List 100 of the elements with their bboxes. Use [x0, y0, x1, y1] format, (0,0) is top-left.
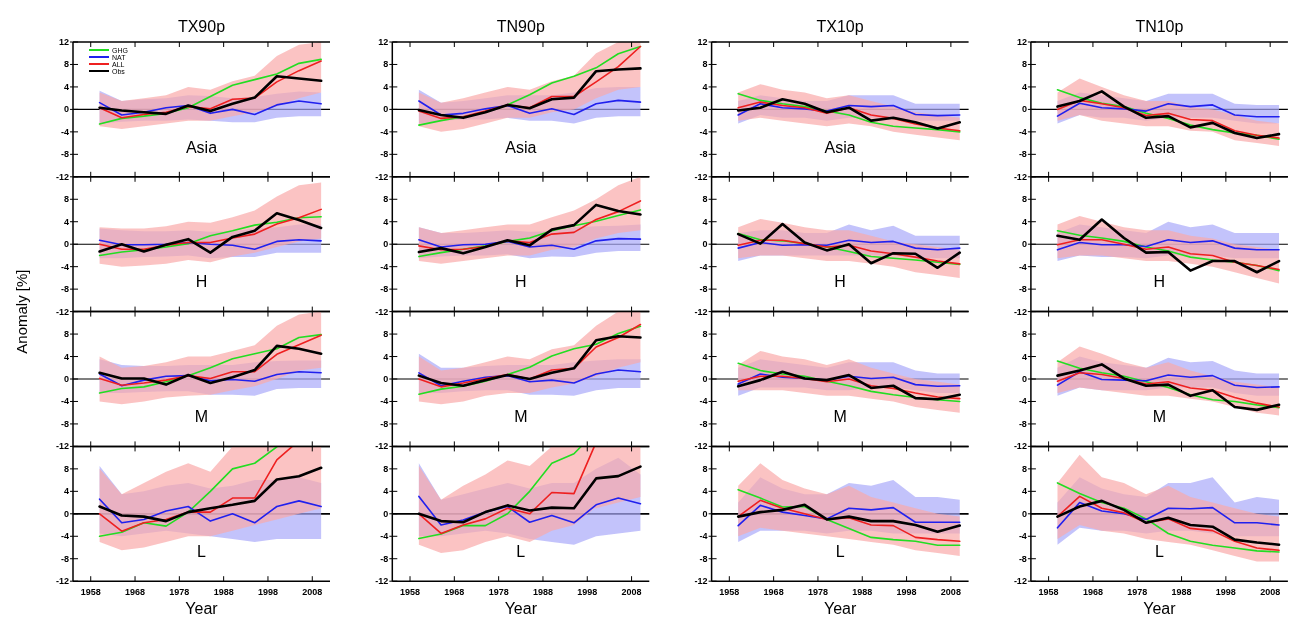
y-tick-label: -4 — [60, 531, 69, 542]
y-tick-label: 4 — [1021, 351, 1027, 362]
x-tick-label: 2008 — [302, 587, 323, 598]
y-tick-label: -4 — [1018, 126, 1027, 137]
y-tick-label: 4 — [702, 486, 708, 497]
y-tick-label: 0 — [383, 508, 389, 519]
y-tick-label: 4 — [383, 216, 389, 227]
y-tick-label: 8 — [383, 329, 389, 340]
y-tick-label: -12 — [1013, 441, 1027, 452]
y-tick-label: -12 — [694, 171, 708, 182]
x-tick-label: 1968 — [1082, 587, 1103, 598]
y-tick-label: 8 — [1021, 463, 1027, 474]
chart-title: TX10p — [816, 18, 864, 35]
x-tick-label: 1968 — [125, 587, 146, 598]
y-tick-label: 4 — [383, 81, 389, 92]
y-tick-label: -4 — [699, 261, 708, 272]
y-tick-label: -8 — [60, 284, 69, 295]
y-tick-label: -12 — [1013, 576, 1027, 587]
annotation: L — [197, 542, 207, 560]
x-tick-label: 1968 — [763, 587, 784, 598]
y-tick-label: -4 — [60, 261, 69, 272]
y-tick-label: -8 — [380, 284, 389, 295]
y-tick-label: -12 — [1013, 306, 1027, 317]
y-tick-label: 0 — [63, 239, 69, 250]
y-tick-label: 8 — [702, 329, 708, 340]
y-tick-label: 4 — [702, 81, 708, 92]
annotation: L — [516, 542, 526, 560]
y-tick-label: -12 — [694, 576, 708, 587]
y-tick-label: -12 — [694, 306, 708, 317]
y-tick-label: -12 — [694, 441, 708, 452]
annotation: M — [1152, 408, 1167, 426]
y-tick-label: 0 — [702, 374, 708, 384]
y-tick-label: 4 — [63, 216, 69, 227]
x-tick-label: 1978 — [807, 587, 828, 598]
chart-title: TX90p — [177, 18, 226, 35]
x-axis-title: Year — [185, 600, 219, 618]
annotation: M — [514, 408, 528, 426]
y-tick-label: -8 — [1018, 284, 1027, 295]
y-tick-label: 0 — [702, 239, 708, 250]
y-tick-label: 4 — [1021, 216, 1027, 227]
y-tick-label: -8 — [60, 149, 69, 160]
y-tick-label: -12 — [55, 171, 69, 182]
annotation: Asia — [1143, 138, 1176, 156]
y-tick-label: 0 — [1021, 374, 1027, 384]
x-tick-label: 1978 — [169, 587, 190, 598]
y-tick-label: -4 — [380, 531, 389, 542]
x-axis-title: Year — [1143, 600, 1177, 618]
annotation: H — [834, 273, 846, 291]
x-axis-title: Year — [504, 600, 538, 618]
y-tick-label: 0 — [702, 104, 708, 115]
annotation: M — [194, 408, 209, 426]
y-tick-label: 8 — [63, 463, 69, 474]
y-tick-label: -8 — [380, 149, 389, 160]
x-axis-title: Year — [823, 600, 857, 618]
y-tick-label: 8 — [63, 59, 69, 70]
y-tick-label: 12 — [378, 37, 389, 47]
y-tick-label: 0 — [63, 104, 69, 115]
y-tick-label: 0 — [702, 508, 708, 519]
y-tick-label: -4 — [60, 126, 69, 137]
y-tick-label: -4 — [380, 126, 389, 137]
y-tick-label: 0 — [383, 104, 389, 115]
y-tick-label: 0 — [1021, 104, 1027, 115]
x-tick-label: 1968 — [444, 587, 465, 598]
x-tick-label: 1978 — [1127, 587, 1148, 598]
y-tick-label: 0 — [383, 239, 389, 250]
y-tick-label: -12 — [55, 306, 69, 317]
y-axis-title: Anomaly [%] — [13, 269, 30, 354]
y-tick-label: -8 — [380, 553, 389, 564]
x-tick-label: 1998 — [896, 587, 917, 598]
annotation: M — [833, 408, 847, 426]
y-tick-label: 8 — [383, 463, 389, 474]
y-tick-label: -12 — [375, 171, 389, 182]
annotation: L — [1154, 542, 1164, 560]
annotation: L — [835, 542, 845, 560]
y-tick-label: -4 — [699, 126, 708, 137]
y-tick-label: -12 — [375, 441, 389, 452]
y-tick-label: 8 — [702, 194, 708, 205]
y-tick-label: 4 — [1021, 486, 1027, 497]
y-tick-label: 4 — [702, 216, 708, 227]
x-tick-label: 1988 — [1171, 587, 1192, 598]
y-tick-label: 0 — [1021, 508, 1027, 519]
x-tick-label: 1998 — [577, 587, 598, 598]
x-tick-label: 1958 — [719, 587, 740, 598]
y-tick-label: 0 — [63, 508, 69, 519]
x-tick-label: 1958 — [80, 587, 101, 598]
annotation: H — [195, 273, 208, 291]
y-tick-label: 8 — [63, 329, 69, 340]
y-tick-label: -8 — [60, 553, 69, 564]
y-tick-label: -4 — [699, 531, 708, 542]
y-tick-label: 12 — [58, 37, 69, 47]
y-tick-label: -4 — [60, 396, 69, 407]
y-tick-label: 8 — [63, 194, 69, 205]
x-tick-label: 1988 — [213, 587, 234, 598]
y-tick-label: 12 — [1016, 37, 1027, 47]
y-tick-label: 4 — [63, 81, 69, 92]
y-tick-label: 0 — [383, 374, 389, 384]
annotation: Asia — [185, 138, 218, 156]
y-tick-label: 8 — [383, 194, 389, 205]
y-tick-label: -8 — [1018, 418, 1027, 429]
annotation: H — [515, 273, 527, 291]
